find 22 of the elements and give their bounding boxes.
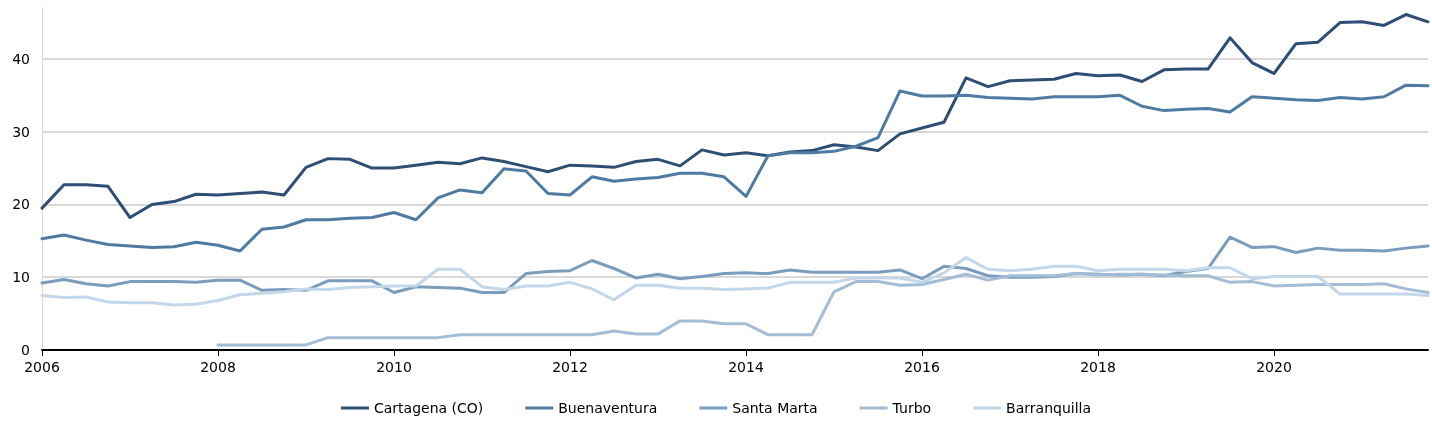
x-tick-label: 2008	[200, 359, 236, 375]
line-series	[40, 83, 1430, 253]
x-tick-label: 2010	[376, 359, 412, 375]
line-series	[40, 256, 1430, 307]
legend-label: Cartagena (CO)	[373, 400, 484, 416]
x-tick-label: 2016	[904, 359, 940, 375]
x-tick-label: 2006	[24, 359, 60, 375]
line-series	[40, 13, 1430, 220]
y-tick-label: 0	[21, 342, 30, 358]
line-series	[216, 272, 1430, 347]
x-tick-label: 2020	[1256, 359, 1292, 375]
y-tick-label: 40	[12, 50, 30, 67]
legend-label: Barranquilla	[1006, 400, 1092, 416]
x-tick-label: 2012	[552, 359, 588, 375]
legend-label: Buenaventura	[558, 400, 658, 416]
y-tick-label: 30	[12, 123, 30, 140]
y-tick-label: 20	[12, 196, 30, 213]
y-tick-label: 10	[12, 269, 30, 286]
x-tick-label: 2014	[728, 359, 764, 375]
legend-label: Turbo	[891, 400, 932, 416]
legend-label: Santa Marta	[732, 400, 818, 416]
x-tick-label: 2018	[1080, 359, 1116, 375]
